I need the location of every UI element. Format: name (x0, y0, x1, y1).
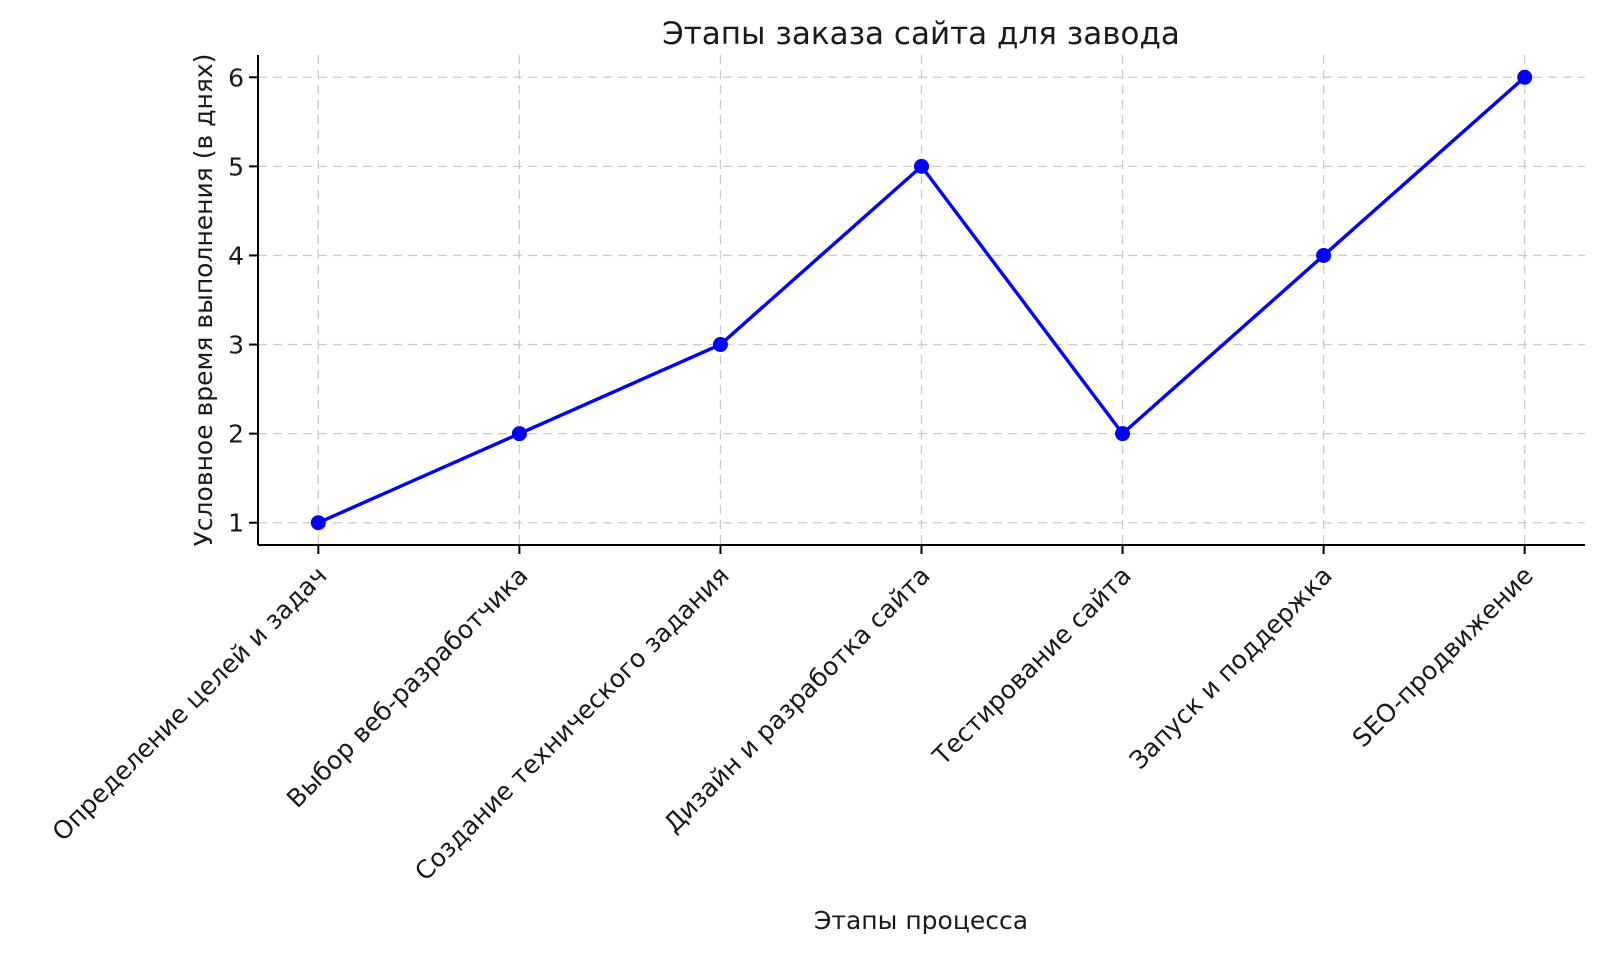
y-tick-label: 6 (228, 63, 244, 92)
data-point (310, 515, 326, 531)
x-axis-label: Этапы процесса (814, 906, 1028, 935)
chart-title: Этапы заказа сайта для завода (662, 16, 1180, 52)
y-axis-label: Условное время выполнения (в днях) (189, 54, 218, 547)
data-point (712, 337, 728, 353)
y-tick-label: 4 (228, 241, 244, 270)
gridlines (258, 55, 1585, 545)
data-point (511, 426, 527, 442)
x-tick-label: Определение целей и задач (47, 561, 333, 847)
x-tick-label: Запуск и поддержка (1124, 561, 1338, 775)
x-tick-label: Создание технического задания (409, 561, 735, 887)
data-point (1115, 426, 1131, 442)
x-tick-label: Выбор веб-разработчика (281, 561, 534, 814)
data-point (914, 158, 929, 174)
x-tick-label: SEO-продвижение (1347, 561, 1539, 753)
data-series (310, 69, 1533, 531)
y-tick-label: 5 (228, 152, 244, 181)
y-tick-label: 3 (228, 331, 244, 360)
y-tick-label: 1 (228, 509, 244, 538)
axes-spines-ticks (249, 55, 1585, 554)
x-tick-label: Тестирование сайта (926, 561, 1136, 771)
y-tick-label: 2 (228, 420, 244, 449)
data-point (1517, 69, 1533, 85)
data-point (1316, 247, 1332, 263)
